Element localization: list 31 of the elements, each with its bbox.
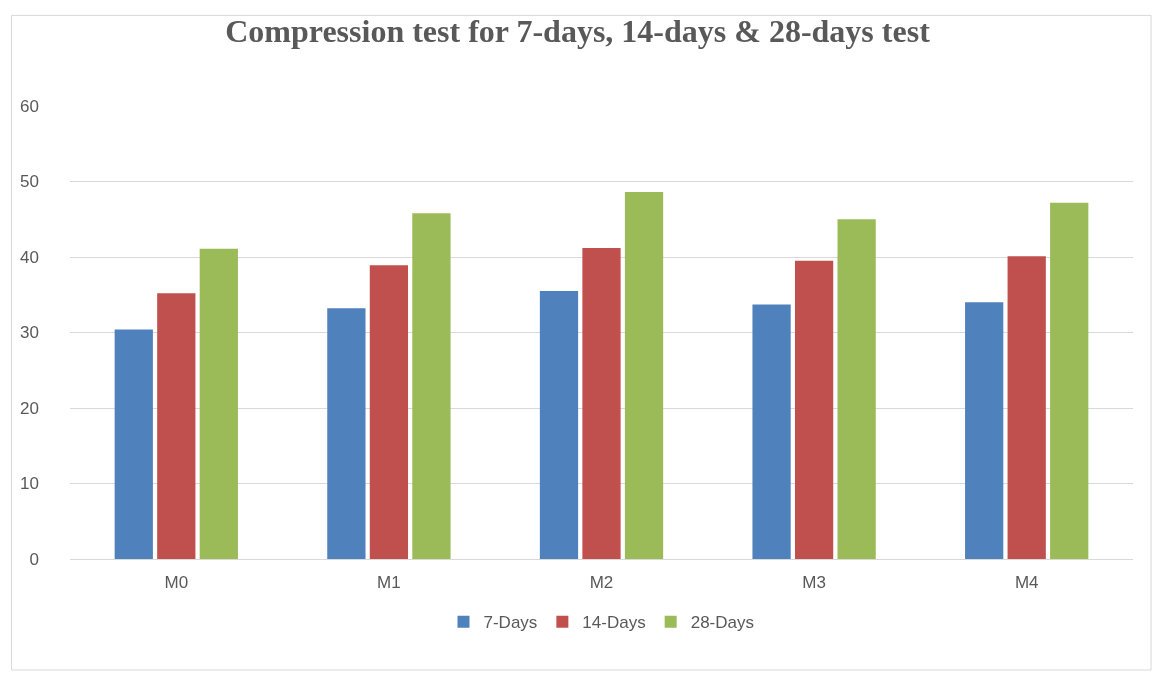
bar (369, 265, 409, 559)
bar (965, 302, 1004, 559)
bar (624, 192, 664, 559)
y-tick-label: 20 (20, 398, 39, 418)
bar (1050, 202, 1089, 559)
bar (199, 248, 238, 559)
x-tick-label: M3 (802, 573, 826, 593)
y-tick-label: 50 (20, 172, 39, 192)
y-tick-label: 10 (20, 474, 39, 494)
bar (539, 290, 579, 559)
x-tick-label: M0 (164, 573, 189, 593)
bar (157, 293, 196, 559)
y-tick-label: 0 (29, 549, 39, 569)
bar (837, 219, 876, 559)
bar (1007, 256, 1046, 559)
y-tick-label: 60 (20, 96, 39, 116)
chart-title: Compression test for 7-days, 14-days & 28-days test (225, 12, 931, 49)
y-tick-label: 30 (20, 323, 39, 343)
y-tick-label: 40 (20, 247, 39, 267)
x-tick-label: M2 (589, 573, 614, 593)
bar (582, 247, 621, 559)
x-tick-label: M1 (377, 573, 401, 593)
legend-label: 14-Days (582, 613, 646, 633)
bar (327, 308, 366, 559)
bar (794, 260, 834, 559)
legend-label: 7-Days (483, 613, 538, 633)
bar (114, 329, 153, 559)
bar (412, 213, 451, 559)
bar (752, 304, 791, 559)
legend-label: 28-Days (690, 613, 754, 633)
x-tick-label: M4 (1014, 573, 1039, 593)
